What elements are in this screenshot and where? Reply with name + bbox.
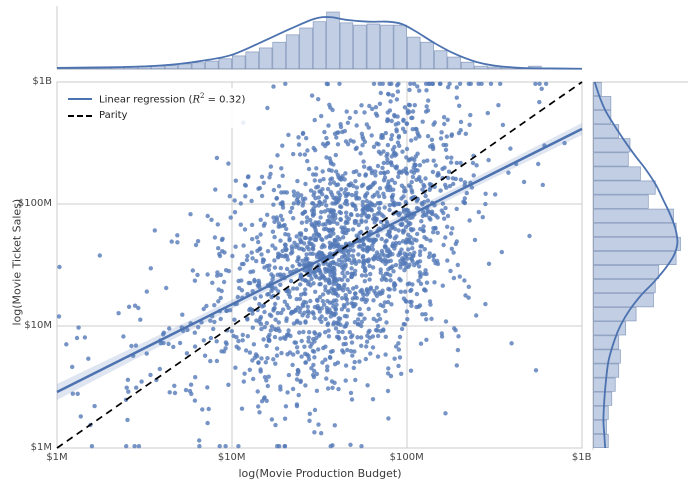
top-histogram-bar (339, 22, 354, 70)
right-histogram-bar (593, 138, 631, 153)
top-histogram-bar (205, 60, 219, 70)
top-histogram-bar (433, 50, 448, 70)
regression-line-swatch-icon (68, 97, 92, 100)
right-histogram-bar (593, 152, 629, 167)
right-histogram-bar (593, 180, 656, 195)
parity-line-swatch-icon (68, 114, 92, 117)
top-histogram-bar (285, 34, 300, 70)
x-axis-title: log(Movie Production Budget) (238, 467, 402, 480)
top-histogram-bar (245, 51, 259, 70)
right-histogram-bar (593, 208, 674, 223)
top-histogram-bar (299, 27, 313, 70)
top-histogram-bar (487, 66, 502, 70)
right-histogram-bar (593, 265, 660, 280)
top-histogram-bar (407, 36, 421, 70)
top-histogram-bar (420, 41, 434, 70)
top-histogram-bar (191, 62, 206, 70)
right-histogram-bar (593, 405, 609, 420)
legend: Linear regression (R2 = 0.32) Parity (62, 88, 254, 128)
right-histogram-bar (593, 279, 656, 294)
top-histogram-bar (353, 24, 367, 70)
y-tick-10M: $10M (24, 320, 52, 331)
top-histogram-bar (312, 21, 327, 70)
parity-line (56, 81, 583, 449)
top-histogram-bar (447, 56, 461, 70)
right-histogram-bar (593, 391, 613, 406)
regression-line (56, 127, 583, 394)
top-histogram-bar (366, 23, 381, 70)
right-histogram-bar (593, 236, 681, 251)
top-histogram-bar (164, 65, 179, 70)
y-tick-1M: $1M (30, 442, 52, 453)
right-histogram-bar (593, 222, 677, 237)
x-tick-1B: $1B (571, 452, 592, 463)
legend-item-parity: Parity (68, 107, 245, 124)
right-histogram-bar (593, 166, 641, 181)
x-tick-10M: $10M (217, 452, 246, 463)
scatter-points (56, 81, 567, 449)
top-histogram-bar (326, 11, 340, 70)
top-histogram-bar (218, 58, 232, 70)
x-tick-1M: $1M (46, 452, 68, 463)
top-histogram-bar (272, 41, 286, 70)
main-plot-border (56, 81, 583, 449)
x-tick-100M: $100M (389, 452, 424, 463)
top-histogram-bar (393, 24, 407, 70)
top-histogram-bar (474, 65, 488, 70)
right-histogram-bar (593, 250, 677, 265)
right-histogram-bar (593, 349, 621, 364)
top-kde-curve (56, 16, 583, 70)
right-histogram-bar (593, 293, 654, 308)
y-tick-100M: $100M (17, 198, 52, 209)
top-histogram-bar (258, 47, 273, 70)
y-axis-title: log(Movie Ticket Sales) (10, 198, 24, 326)
legend-item-regression: Linear regression (R2 = 0.32) (68, 90, 245, 107)
right-histogram-bar (593, 433, 609, 448)
top-histogram-bar (460, 61, 475, 70)
legend-parity-label: Parity (99, 110, 128, 121)
top-histogram-bar (232, 55, 246, 70)
right-kde-curve (593, 81, 679, 449)
legend-regression-label: Linear regression (R2 = 0.32) (99, 92, 246, 106)
y-tick-1B: $1B (32, 76, 52, 87)
top-histogram-bar (380, 24, 394, 70)
right-histogram-bar (593, 194, 649, 209)
